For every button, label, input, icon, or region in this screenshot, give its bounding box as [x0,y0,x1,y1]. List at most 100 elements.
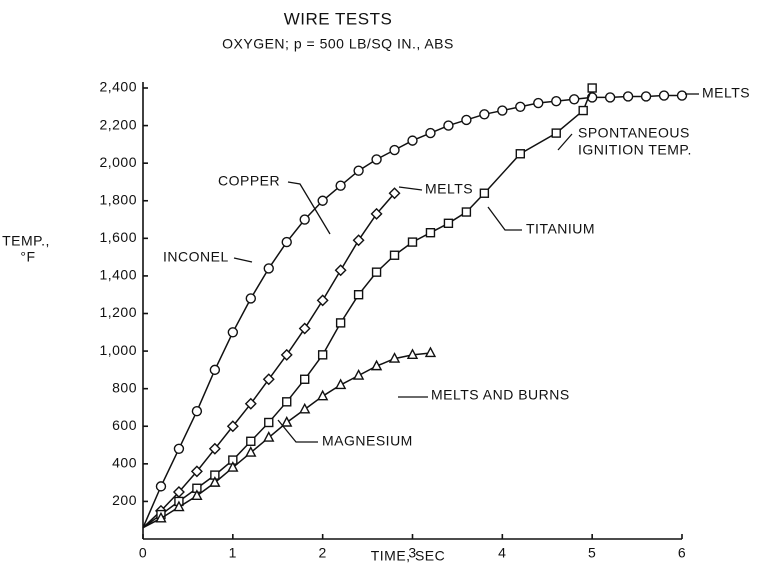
marker-triangle [299,402,311,414]
x-tick-label: 0 [139,545,147,561]
marker-triangle [352,369,365,380]
marker-triangle [155,511,167,523]
marker-circle [425,127,436,139]
marker-square [335,318,346,328]
y-tick-label: 2,400 [99,79,137,95]
y-tick-label: 1,000 [99,342,137,358]
y-tick-label: 200 [112,492,137,508]
annotation: IGNITION TEMP. [578,142,692,158]
y-tick-label: 400 [112,455,137,471]
chart-subtitle: OXYGEN; p = 500 LB/SQ IN., ABS [222,36,454,52]
marker-circle [497,105,508,116]
marker-circle [317,195,328,206]
marker-triangle [173,500,185,512]
marker-diamond [190,465,203,478]
series-label: MAGNESIUM [322,433,413,449]
marker-triangle [191,489,203,500]
marker-square [246,436,256,446]
marker-circle [461,114,472,126]
marker-triangle [263,431,275,442]
chart-title: WIRE TESTS [284,9,393,28]
marker-diamond [244,397,257,410]
marker-square [317,350,328,360]
leader-line [557,133,573,151]
marker-square [587,83,597,93]
annotation: SPONTANEOUS [578,125,690,141]
marker-diamond [334,264,347,277]
marker-circle [622,91,634,102]
marker-circle [191,406,203,417]
leader-line [487,206,522,231]
marker-square [479,188,490,198]
y-tick-label: 1,200 [99,304,137,320]
marker-circle [245,293,257,304]
marker-diamond [370,207,383,220]
annotation: MELTS AND BURNS [431,387,570,403]
x-tick-label: 4 [498,545,506,561]
y-tick-label: 600 [112,417,137,433]
marker-circle [353,165,364,176]
y-tick-label: 1,800 [99,191,137,207]
marker-circle [533,97,544,109]
marker-diamond [352,234,365,247]
x-tick-label: 1 [229,545,237,561]
marker-diamond [280,348,293,361]
marker-triangle [370,359,383,371]
annotation: MELTS [425,181,473,197]
marker-circle [407,135,418,146]
marker-circle [551,95,562,107]
marker-diamond [262,373,275,386]
marker-diamond [316,294,329,307]
marker-square [551,128,561,138]
marker-circle [640,91,652,102]
series-label: COPPER [218,173,280,189]
marker-triangle [281,415,293,427]
y-tick-label: 2,000 [99,154,137,170]
y-axis-label: TEMP., [2,233,50,249]
marker-square [282,397,292,407]
x-tick-label: 5 [588,545,596,561]
marker-circle [658,90,670,101]
marker-circle [281,236,292,248]
marker-circle [371,154,382,165]
marker-square [371,267,382,277]
marker-triangle [424,346,437,358]
leader-line [398,186,423,191]
y-tick-label: 1,400 [99,267,137,283]
annotation: MELTS [702,85,750,101]
marker-circle [569,94,580,105]
marker-square [264,417,274,428]
y-tick-label: 1,600 [99,229,137,245]
marker-circle [299,214,310,225]
x-tick-label: 2 [319,545,327,561]
leader-line [277,419,318,443]
x-tick-label: 6 [678,545,686,561]
leader-line [287,181,331,235]
marker-square [300,374,310,384]
series-line [142,94,682,529]
marker-square [461,207,472,217]
marker-square [443,218,454,229]
marker-diamond [298,322,311,335]
marker-triangle [209,476,221,487]
series-label: INCONEL [163,249,229,265]
marker-circle [335,180,346,191]
marker-circle [263,263,274,274]
marker-square [515,149,525,159]
marker-circle [173,443,185,454]
y-tick-label: 800 [112,379,137,395]
series-label: TITANIUM [526,221,595,237]
marker-triangle [388,352,401,363]
marker-square [578,105,588,116]
marker-circle [389,144,400,156]
marker-triangle [406,348,419,360]
leader-line [233,257,253,263]
marker-diamond [226,420,239,433]
x-axis-label: TIME, SEC [371,548,446,564]
marker-circle [515,101,526,112]
marker-triangle [317,389,329,401]
marker-triangle [334,378,347,390]
marker-diamond [208,442,221,455]
marker-diamond [388,187,401,200]
